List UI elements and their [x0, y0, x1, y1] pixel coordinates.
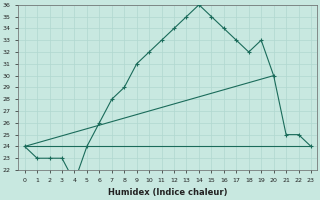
X-axis label: Humidex (Indice chaleur): Humidex (Indice chaleur) [108, 188, 228, 197]
